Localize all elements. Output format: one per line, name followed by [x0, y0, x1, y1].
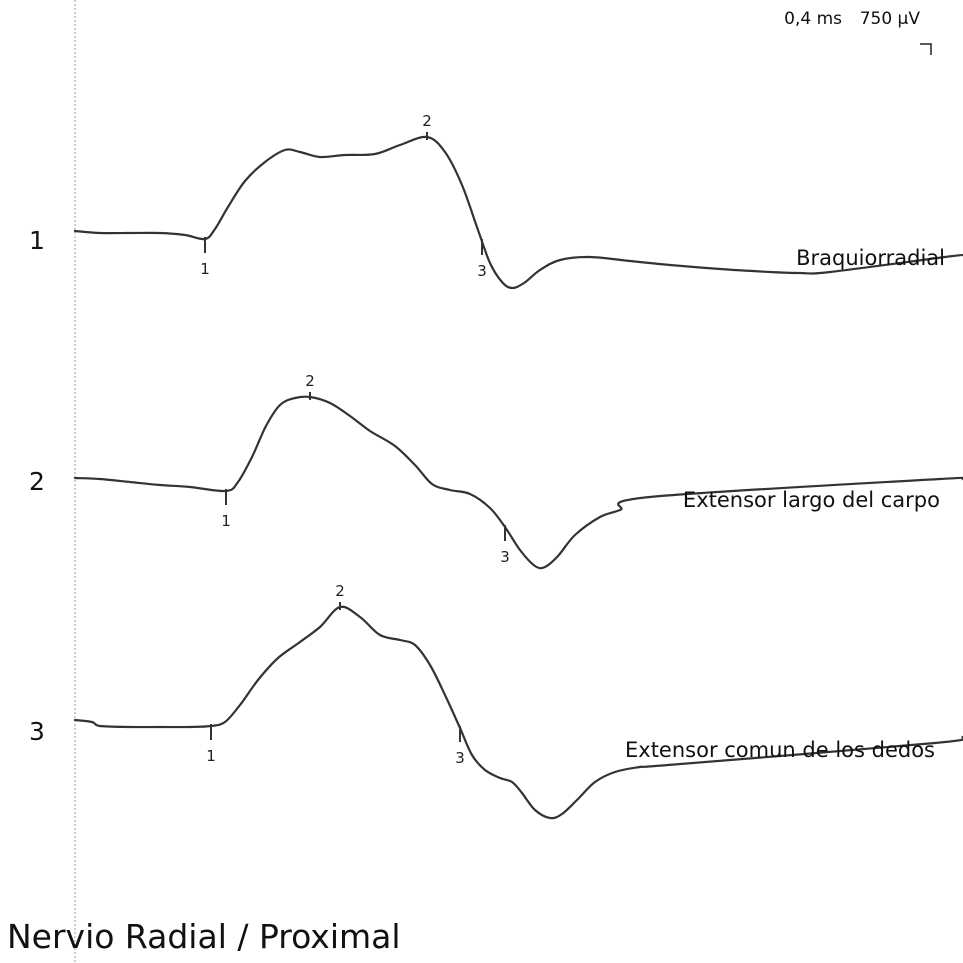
muscle-label: Extensor comun de los dedos — [625, 738, 935, 762]
trace-number: 2 — [29, 467, 45, 496]
time-scale-label: 0,4 ms — [784, 9, 842, 29]
marker-1-label: 1 — [200, 260, 210, 278]
marker-3-label: 3 — [455, 749, 465, 767]
trace-number: 1 — [29, 226, 45, 255]
marker-2-label: 2 — [422, 112, 432, 130]
trace-2: 2 1 2 3 Extensor largo del carpo — [29, 372, 963, 570]
trace-line[interactable] — [73, 395, 963, 570]
marker-1-label: 1 — [206, 747, 216, 765]
muscle-label: Braquiorradial — [796, 246, 945, 270]
marker-2-label: 2 — [335, 582, 345, 600]
amplitude-scale-label: 750 µV — [860, 9, 921, 29]
trace-3: 3 1 2 3 Extensor comun de los dedos — [29, 582, 963, 820]
trace-line[interactable] — [73, 135, 963, 290]
scale-bar-icon — [920, 43, 932, 55]
recording-title: Nervio Radial / Proximal — [7, 917, 401, 956]
trace-number: 3 — [29, 717, 45, 746]
trace-line[interactable] — [73, 605, 963, 820]
marker-3-label: 3 — [500, 548, 510, 566]
trace-1: 1 1 2 3 Braquiorradial — [29, 112, 963, 290]
marker-3-label: 3 — [477, 262, 487, 280]
marker-1-label: 1 — [221, 512, 231, 530]
marker-2-label: 2 — [305, 372, 315, 390]
muscle-label: Extensor largo del carpo — [683, 488, 940, 512]
